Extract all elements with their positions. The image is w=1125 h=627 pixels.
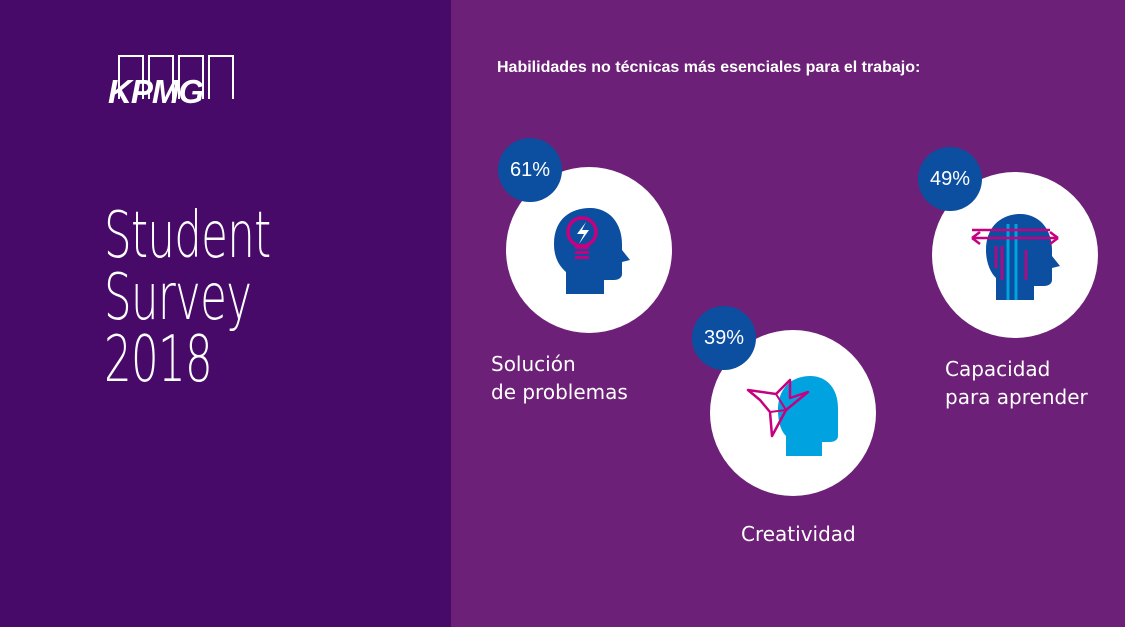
skill-label-line: de problemas <box>491 380 628 404</box>
left-panel <box>0 0 451 627</box>
lightbulb-head-icon <box>554 208 630 294</box>
percent-badge: 61% <box>498 138 562 202</box>
survey-title: Student Survey 2018 <box>104 199 271 397</box>
section-heading: Habilidades no técnicas más esenciales p… <box>497 59 921 76</box>
skill-label-line: para aprender <box>945 385 1088 409</box>
logo-box <box>178 55 204 99</box>
skill-label: Solución de problemas <box>491 350 628 406</box>
title-line: Student <box>104 199 271 273</box>
percent-badge: 49% <box>918 147 982 211</box>
bird-head-icon <box>746 376 838 456</box>
percent-badge: 39% <box>692 306 756 370</box>
arrows-head-icon <box>971 214 1060 300</box>
skill-label-line: Capacidad <box>945 357 1051 381</box>
skill-label: Capacidad para aprender <box>945 355 1088 411</box>
logo-text: KPMG <box>108 73 204 110</box>
logo-box <box>118 55 144 99</box>
skill-label: Creatividad <box>741 520 856 548</box>
title-line: Survey <box>104 261 252 335</box>
logo-box <box>208 55 234 99</box>
skill-label-line: Solución <box>491 352 576 376</box>
kpmg-logo: KPMG <box>108 55 248 113</box>
title-line: 2018 <box>104 323 213 397</box>
logo-box <box>148 55 174 99</box>
skill-circle <box>506 167 672 333</box>
skill-label-line: Creatividad <box>741 522 856 546</box>
